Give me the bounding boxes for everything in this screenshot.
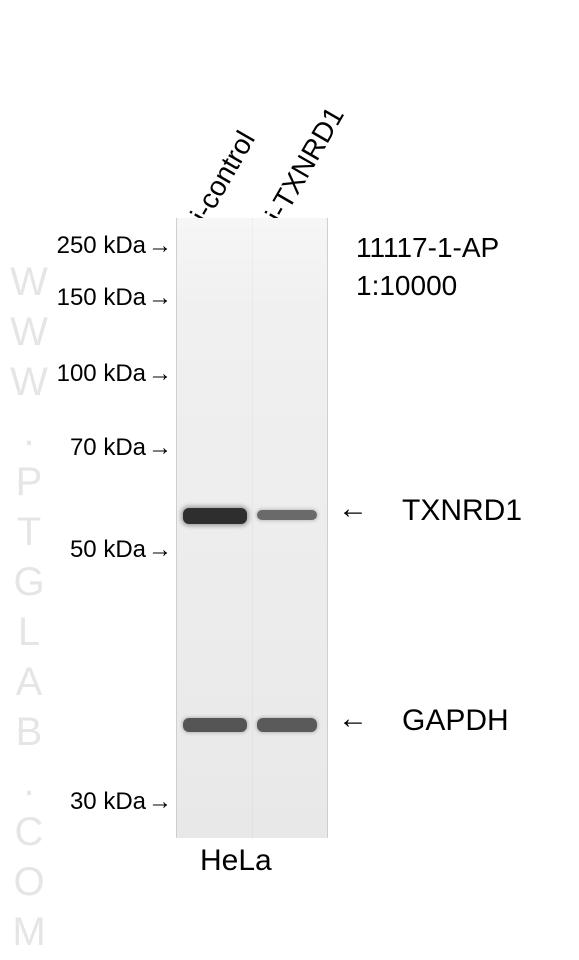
antibody-catalog: 11117-1-AP bbox=[356, 232, 499, 264]
figure-container: WWW.PTGLAB.COM si-control si-TXNRD1 250 … bbox=[0, 0, 579, 903]
band-txnrd1-knockdown bbox=[257, 510, 317, 520]
band-gapdh-control bbox=[183, 718, 247, 732]
blot-membrane bbox=[176, 218, 328, 838]
antibody-dilution: 1:10000 bbox=[356, 270, 457, 302]
marker-30: 30 kDa→ bbox=[70, 788, 172, 816]
band-txnrd1-control bbox=[183, 508, 247, 524]
band-gapdh-knockdown bbox=[257, 718, 317, 732]
marker-100: 100 kDa→ bbox=[57, 360, 172, 388]
cell-line-label: HeLa bbox=[200, 844, 272, 878]
marker-70: 70 kDa→ bbox=[70, 434, 172, 462]
marker-50: 50 kDa→ bbox=[70, 536, 172, 564]
arrow-txnrd1: ← bbox=[338, 492, 368, 526]
arrow-gapdh: ← bbox=[338, 702, 368, 736]
label-gapdh: GAPDH bbox=[402, 704, 509, 738]
watermark-text: WWW.PTGLAB.COM bbox=[6, 260, 51, 960]
marker-150: 150 kDa→ bbox=[57, 284, 172, 312]
marker-250: 250 kDa→ bbox=[57, 232, 172, 260]
label-txnrd1: TXNRD1 bbox=[402, 494, 522, 528]
